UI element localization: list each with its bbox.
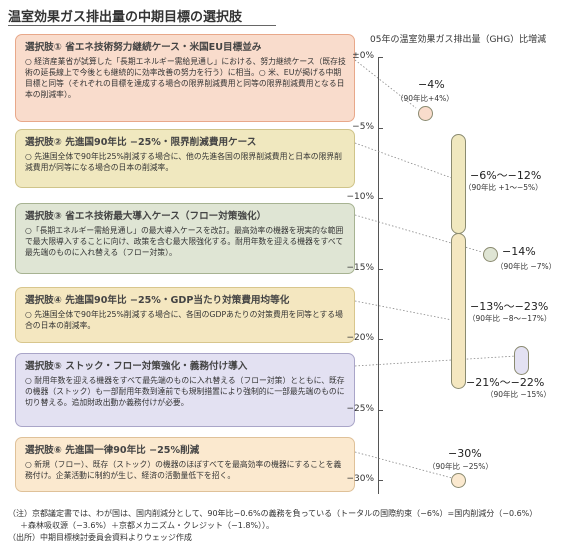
tick-25 [378, 410, 383, 411]
option-1-desc: ○ 経済産業省が試算した「長期エネルギー需給見通し」における、努力継続ケース（既… [25, 57, 346, 99]
tick-label-0: ±0% [352, 51, 374, 61]
option-3-title: 選択肢③ 省エネ技術最大導入ケース（フロー対策強化） [25, 211, 267, 222]
tick-15 [378, 269, 383, 270]
tick-0 [378, 57, 383, 58]
sub-option-3: （90年比 −7%） [496, 262, 557, 271]
tick-30 [378, 480, 383, 481]
option-1-title: 選択肢① 省エネ技術努力継続ケース・米国EU目標並み [25, 42, 262, 53]
marker-option-4 [450, 232, 466, 389]
sub-option-1: （90年比+4%） [396, 94, 454, 103]
option-2-box: 選択肢② 先進国90年比 −25%・限界削減費用ケース ○ 先進国全体で90年比… [15, 129, 355, 188]
tick-label-20: −20% [346, 333, 374, 343]
option-6-box: 選択肢⑥ 先進国一律90年比 −25%削減 ○ 新規（フロー）、既存（ストック）… [15, 437, 355, 492]
option-1-box: 選択肢① 省エネ技術努力継続ケース・米国EU目標並み ○ 経済産業省が試算した「… [15, 34, 355, 122]
marker-option-1 [417, 105, 433, 121]
title-underline [8, 25, 276, 26]
connector-5 [354, 355, 517, 367]
connector-6 [354, 451, 453, 479]
option-2-title: 選択肢② 先進国90年比 −25%・限界削減費用ケース [25, 137, 257, 148]
marker-option-6 [450, 472, 466, 488]
option-4-desc: ○ 先進国全体で90年比25%削減する場合に、各国のGDPあたりの対策費用を同等… [25, 310, 343, 330]
marker-option-5 [513, 345, 529, 375]
connector-1 [354, 59, 417, 109]
tick-5 [378, 128, 383, 129]
value-option-6: −30% [448, 447, 482, 460]
value-option-2: −6%〜−12% [470, 169, 542, 182]
option-3-desc: ○「長期エネルギー需給見通し」の最大導入ケースを改訂。最高効率の機器を現実的な範… [25, 226, 344, 257]
marker-option-3 [482, 246, 498, 262]
sub-option-5: （90年比 −15%） [486, 390, 551, 399]
tick-label-25: −25% [346, 404, 374, 414]
tick-label-10: −10% [346, 192, 374, 202]
option-3-box: 選択肢③ 省エネ技術最大導入ケース（フロー対策強化） ○「長期エネルギー需給見通… [15, 203, 355, 274]
option-6-desc: ○ 新規（フロー）、既存（ストック）の機器のほぼすべてを最高効率の機器にすること… [25, 460, 342, 480]
sub-option-2: （90年比 +1〜−5%） [464, 183, 543, 192]
value-option-5: −21%〜−22% [466, 376, 545, 389]
tick-label-5: −5% [352, 122, 374, 132]
footnote-note: （注）京都議定書では、わが国は、国内削減分として、90年比−0.6%の義務を負っ… [8, 509, 538, 518]
option-4-box: 選択肢④ 先進国90年比 −25%・GDP当たり対策費用均等化 ○ 先進国全体で… [15, 287, 355, 343]
option-4-title: 選択肢④ 先進国90年比 −25%・GDP当たり対策費用均等化 [25, 295, 290, 306]
tick-20 [378, 339, 383, 340]
axis-line [378, 57, 379, 494]
tick-label-15: −15% [346, 263, 374, 273]
connector-4 [354, 300, 453, 321]
page-title: 温室効果ガス排出量の中期目標の選択肢 [8, 10, 243, 25]
option-2-desc: ○ 先進国全体で90年比25%削減する場合に、他の先進各国の限界削減費用と日本の… [25, 152, 342, 172]
tick-10 [378, 198, 383, 199]
sub-option-6: （90年比 −25%） [428, 462, 493, 471]
option-5-box: 選択肢⑤ ストック・フロー対策強化・義務付け導入 ○ 耐用年数を迎える機器をすべ… [15, 353, 355, 427]
connector-3 [354, 214, 483, 253]
footnote-source: （出所）中期目標検討委員会資料よりウェッジ作成 [8, 533, 192, 542]
axis-title: 05年の温室効果ガス排出量（GHG）比増減 [370, 35, 547, 45]
option-5-title: 選択肢⑤ ストック・フロー対策強化・義務付け導入 [25, 361, 248, 372]
sub-option-4: （90年比 −8〜−17%） [468, 314, 552, 323]
footnote-note-2: ＋森林吸収源（−3.6%）＋京都メカニズム・クレジット（−1.8%））。 [20, 521, 275, 530]
tick-label-30: −30% [346, 474, 374, 484]
value-option-1: −4% [418, 78, 445, 91]
option-5-desc: ○ 耐用年数を迎える機器をすべて最先端のものに入れ替える（フロー対策）とともに、… [25, 376, 345, 407]
option-6-title: 選択肢⑥ 先進国一律90年比 −25%削減 [25, 445, 200, 456]
connector-2 [354, 142, 453, 179]
value-option-4: −13%〜−23% [470, 300, 549, 313]
value-option-3: −14% [502, 245, 536, 258]
